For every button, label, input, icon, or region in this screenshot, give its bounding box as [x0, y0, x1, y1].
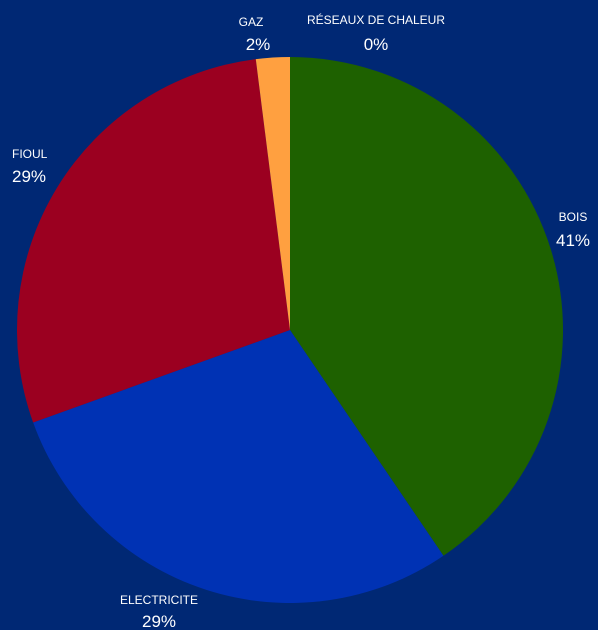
- pie-slice-gaz: [255, 57, 290, 330]
- slice-name: RÉSEAUX DE CHALEUR: [307, 12, 445, 27]
- slice-percent: 29%: [142, 612, 176, 630]
- slice-name: ELECTRICITE: [120, 593, 198, 607]
- slice-name: FIOUL: [12, 147, 48, 161]
- slice-percent: 2%: [246, 35, 271, 54]
- slice-label-bois: BOIS 41%: [556, 210, 590, 250]
- slice-percent: 29%: [12, 167, 46, 186]
- slice-label-gaz: GAZ 2%: [239, 15, 271, 54]
- slice-percent: 0%: [364, 35, 389, 54]
- pie-slice-bois: [290, 57, 563, 556]
- slice-name: BOIS: [559, 210, 588, 224]
- slice-label-electricite: ELECTRICITE 29%: [120, 593, 198, 630]
- slice-percent: 41%: [556, 231, 590, 250]
- slice-label-reseaux-de-chaleur: RÉSEAUX DE CHALEUR 0%: [307, 12, 445, 54]
- pie-slice-electricite: [33, 330, 444, 603]
- slice-label-fioul: FIOUL 29%: [12, 147, 48, 186]
- slice-name: GAZ: [239, 15, 264, 29]
- pie-slice-fioul: [16, 59, 290, 423]
